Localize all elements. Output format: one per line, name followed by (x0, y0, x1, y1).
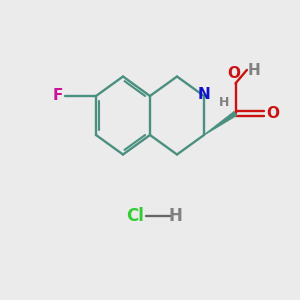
Text: O: O (227, 66, 240, 81)
Text: Cl: Cl (126, 207, 144, 225)
Polygon shape (204, 111, 237, 135)
Text: H: H (169, 207, 182, 225)
Text: F: F (52, 88, 63, 104)
Text: O: O (266, 106, 279, 121)
Text: N: N (198, 87, 210, 102)
Text: H: H (218, 96, 229, 109)
Text: H: H (248, 63, 261, 78)
